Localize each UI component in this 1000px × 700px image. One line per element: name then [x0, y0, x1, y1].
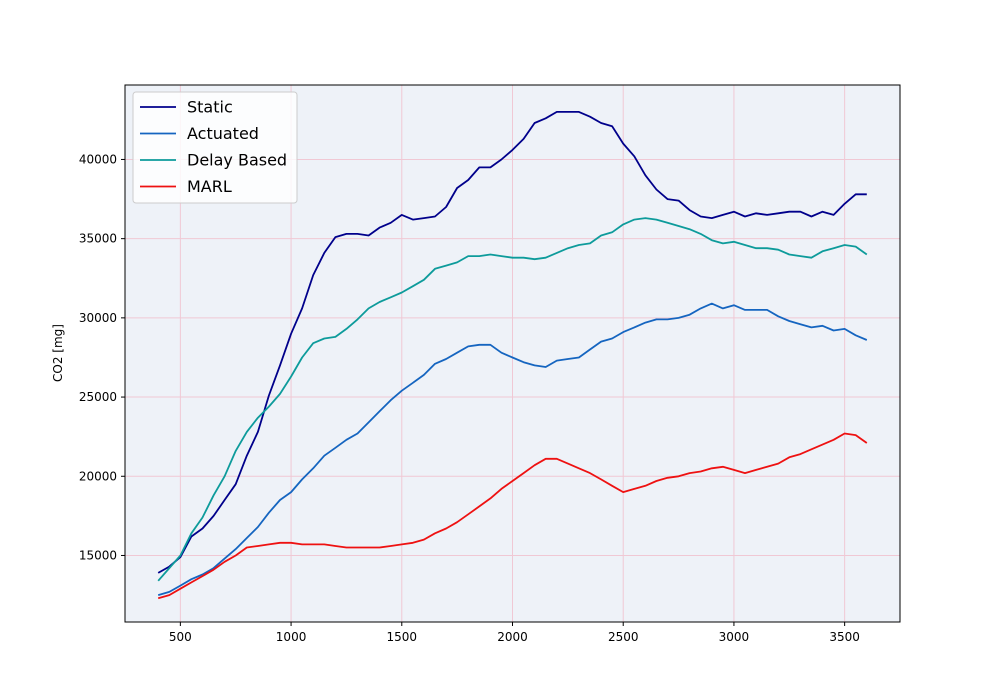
legend-label-delay-based: Delay Based	[187, 151, 287, 170]
y-tick-label: 25000	[79, 390, 117, 404]
legend-label-static: Static	[187, 98, 233, 117]
series-line-static	[157, 111, 867, 574]
y-tick-label: 35000	[79, 232, 117, 246]
x-tick-label: 3500	[829, 630, 860, 644]
y-tick-label: 40000	[79, 152, 117, 166]
legend-label-actuated: Actuated	[187, 124, 259, 143]
series-layer	[157, 111, 868, 600]
series-line-delay-based	[157, 217, 868, 582]
grid	[125, 85, 900, 622]
series-line-actuated	[157, 302, 868, 596]
x-tick-label: 1000	[276, 630, 307, 644]
y-axis: 15000 20000 25000 30000 35000 40000	[79, 152, 125, 562]
x-tick-label: 2000	[497, 630, 528, 644]
x-tick-label: 3000	[719, 630, 750, 644]
x-axis: 500 1000 1500 2000 2500 3000 3500	[169, 622, 860, 644]
y-tick-label: 20000	[79, 469, 117, 483]
y-tick-label: 15000	[79, 548, 117, 562]
series-line-marl	[157, 432, 868, 600]
y-axis-label: CO2 [mg]	[51, 324, 65, 382]
y-tick-label: 30000	[79, 311, 117, 325]
legend-label-marl: MARL	[187, 177, 232, 196]
x-tick-label: 500	[169, 630, 192, 644]
x-tick-label: 1500	[387, 630, 418, 644]
x-tick-label: 2500	[608, 630, 639, 644]
legend: Static Actuated Delay Based MARL	[132, 91, 298, 204]
legend-box	[132, 91, 298, 204]
